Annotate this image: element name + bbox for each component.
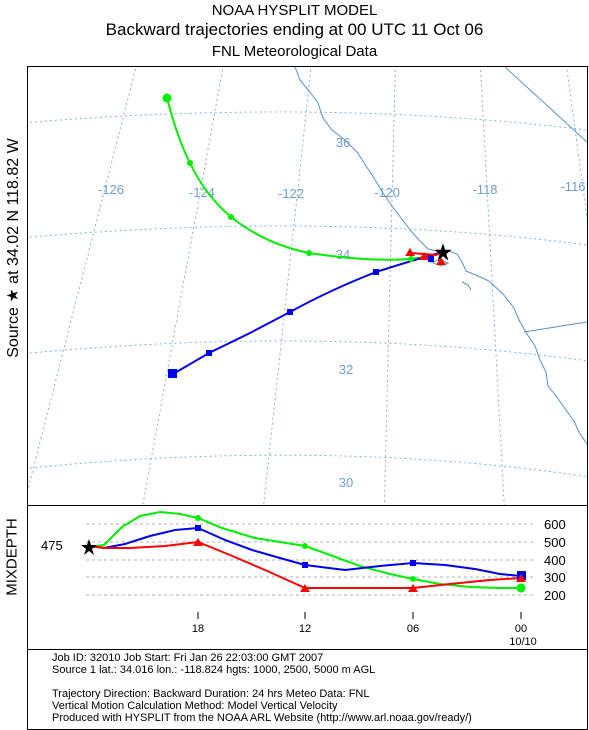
mixdepth-profile: [81, 510, 535, 619]
lon-label-116: -116: [560, 179, 585, 194]
lat-label-36: 36: [336, 135, 350, 150]
y-label-400: 400: [544, 553, 566, 568]
profile-green-marker: [195, 515, 201, 521]
profile-gridlines: [86, 523, 535, 596]
blue-marker: [373, 269, 379, 275]
profile-red-marker: [408, 584, 418, 592]
profile-blue-marker: [195, 525, 201, 531]
lon-124-line: [142, 67, 224, 505]
x-label-00: 00: [515, 623, 527, 635]
lon-label-124: -124: [189, 185, 215, 200]
x-label-06: 06: [407, 623, 419, 635]
green-markers: [162, 93, 414, 262]
lon-label-118: -118: [472, 182, 497, 197]
lon-label-122: -122: [278, 186, 304, 201]
y-label-600: 600: [544, 517, 566, 532]
footer-vertical-motion: Vertical Motion Calculation Method: Mode…: [52, 700, 338, 712]
profile-red-marker: [193, 538, 203, 546]
profile-green-markers: [195, 515, 526, 593]
mixdepth-axis-title: MIXDEPTH: [3, 518, 21, 596]
x-label-12: 12: [299, 623, 311, 635]
profile-x-labels: 18 12 06 00 10/10: [192, 623, 537, 648]
trajectory-title: Backward trajectories ending at 00 UTC 1…: [105, 20, 484, 39]
profile-blue-markers: [195, 525, 526, 580]
green-marker: [228, 214, 234, 220]
blue-marker: [428, 256, 434, 262]
model-title: NOAA HYSPLIT MODEL: [211, 2, 378, 19]
footer-direction: Trajectory Direction: Backward Duration:…: [52, 688, 370, 700]
y-label-200: 200: [544, 588, 566, 603]
source-star-icon: [434, 243, 452, 261]
lat-36-line: [28, 111, 587, 131]
profile-x-ticks: [197, 612, 522, 619]
lon-122-line: [263, 67, 312, 505]
green-marker: [162, 93, 172, 103]
red-marker: [419, 252, 429, 260]
profile-red-marker: [300, 584, 310, 592]
red-markers: [405, 248, 446, 265]
y-label-500: 500: [544, 535, 566, 550]
y-label-300: 300: [544, 570, 566, 585]
profile-green-marker: [410, 576, 416, 582]
profile-red-markers: [193, 538, 526, 592]
lat-30-line: [28, 454, 587, 477]
lon-126-line: [28, 67, 137, 491]
green-marker: [306, 250, 312, 256]
red-marker: [436, 257, 446, 265]
profile-green-marker: [516, 583, 526, 593]
lon-118-line: [480, 67, 505, 505]
lat-label-30: 30: [339, 475, 353, 490]
lat-label-34: 34: [336, 247, 350, 262]
profile-green-line: [88, 510, 521, 589]
blue-marker: [168, 369, 177, 378]
blue-markers: [168, 256, 434, 378]
trajectory-green-line: [166, 97, 444, 261]
profile-blue-marker: [302, 562, 308, 568]
red-marker: [405, 248, 415, 256]
profile-red-marker: [516, 574, 526, 582]
lat-label-32: 32: [339, 362, 353, 377]
profile-green-marker: [302, 543, 308, 549]
lon-120-line: [383, 67, 396, 505]
lat-32-line: [28, 340, 587, 362]
x-label-18: 18: [192, 623, 204, 635]
profile-blue-marker: [410, 560, 416, 566]
blue-marker: [287, 309, 293, 315]
green-marker: [408, 256, 414, 262]
footer-job: Job ID: 32010 Job Start: Fri Jan 26 22:0…: [52, 652, 324, 664]
longitude-labels: -126 -124 -122 -120 -118 -116: [98, 179, 586, 201]
mixdepth-value: 475: [41, 538, 63, 553]
profile-source-star-icon: [81, 539, 97, 555]
coastline: [294, 67, 587, 445]
california-coast: [294, 67, 587, 445]
lat-34-line: [28, 225, 587, 246]
profile-y-labels: 600 500 400 300 200: [544, 517, 566, 603]
green-marker: [187, 160, 193, 166]
latitude-labels: 36 34 32 30: [336, 135, 353, 490]
lon-label-120: -120: [374, 185, 400, 200]
lon-label-126: -126: [98, 182, 124, 197]
trajectory-blue-line: [172, 251, 444, 375]
footer-produced: Produced with HYSPLIT from the NOAA ARL …: [52, 712, 472, 724]
trajectories: [162, 93, 452, 378]
nevada-border: [504, 67, 587, 143]
lon-116-line: [566, 67, 587, 221]
graticule: [28, 67, 587, 505]
catalina-island: [461, 281, 472, 291]
date-label: 10/10: [509, 636, 537, 648]
profile-red-line: [88, 540, 522, 589]
blue-marker: [206, 350, 212, 356]
meteo-data-title: FNL Meteorological Data: [211, 43, 378, 60]
arizona-border: [523, 321, 587, 333]
footer-source: Source 1 lat.: 34.016 lon.: -118.824 hgt…: [52, 664, 376, 676]
profile-blue-line: [88, 526, 522, 577]
